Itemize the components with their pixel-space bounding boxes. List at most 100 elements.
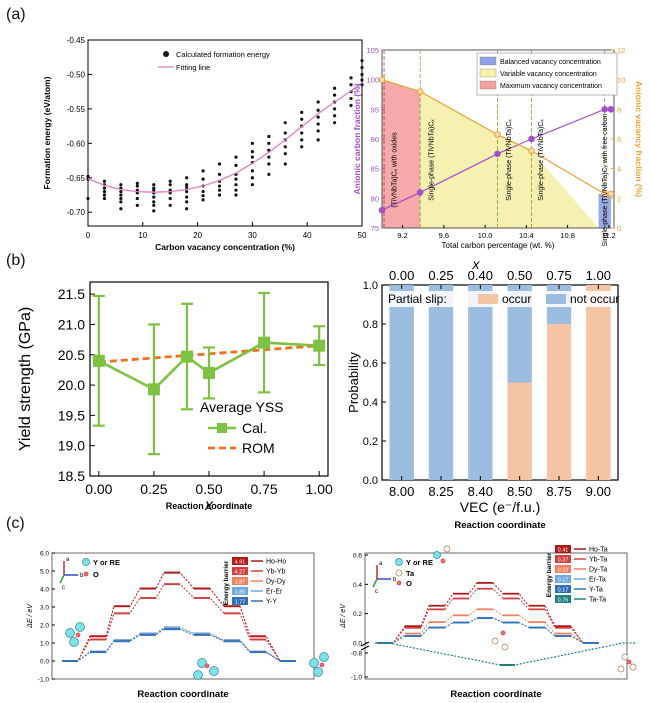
atom bbox=[82, 558, 90, 566]
y-tick-label: -0.50 bbox=[67, 70, 86, 79]
atom bbox=[443, 545, 451, 553]
data-point bbox=[185, 183, 189, 187]
legend-title: Partial slip: bbox=[388, 292, 447, 306]
legend-swatch-not-occur bbox=[546, 294, 566, 304]
atom bbox=[500, 630, 506, 636]
atom bbox=[204, 663, 210, 669]
legend-atom-y-re: Y or RE bbox=[93, 558, 120, 567]
atom bbox=[491, 637, 499, 645]
data-point bbox=[349, 103, 353, 108]
axis-c-line bbox=[372, 578, 378, 588]
chart-yield-strength: 0.00 0.25 0.50 0.75 1.00 18.5 19.0 19.5 20.0 20.5… bbox=[17, 281, 333, 514]
axis-a-tag: a bbox=[66, 557, 70, 563]
bar-occur bbox=[546, 324, 572, 480]
legend-atom-ta: Ta bbox=[406, 569, 415, 578]
bar-not-occur bbox=[389, 285, 414, 480]
barrier-label: Ho-Ho bbox=[266, 559, 286, 566]
data-point bbox=[349, 76, 353, 80]
data-point bbox=[333, 86, 337, 90]
barrier-label: Y-Y bbox=[266, 599, 277, 606]
barrier-label: Dy-Ta bbox=[589, 567, 607, 574]
barrier-value: 0.41 bbox=[558, 547, 569, 553]
barrier-value: 4.91 bbox=[235, 559, 246, 565]
legend-atom-o: O bbox=[406, 579, 412, 588]
y-tick-label: 19.5 bbox=[58, 407, 85, 423]
y-tick-label: 0.0 bbox=[353, 641, 362, 648]
y-axis-label: Formation energy (eV/atom) bbox=[42, 76, 52, 189]
x-axis-label-top: x bbox=[472, 256, 481, 272]
data-point bbox=[250, 150, 254, 154]
atom bbox=[617, 665, 625, 673]
barrier-badge bbox=[232, 557, 248, 565]
data-point bbox=[360, 59, 364, 63]
y-tick-label: 5.0 bbox=[40, 569, 49, 576]
data-point bbox=[102, 179, 107, 183]
atom bbox=[309, 658, 319, 668]
axis-c-line bbox=[59, 574, 65, 584]
barrier-badge bbox=[555, 555, 571, 563]
y-tick-label: -0.55 bbox=[67, 105, 86, 114]
axis-c-tag: c bbox=[375, 589, 378, 595]
chart-energy-barrier-ta: -1.0 -0.8 0.0 0.2 0.4 0.6 ΔE / eV Reaction coor… bbox=[340, 545, 637, 700]
y-tick-label: 0.2 bbox=[353, 611, 362, 618]
bar-occur bbox=[586, 285, 611, 480]
x-axis-label: Total carbon percentage (wt. %) bbox=[442, 241, 555, 250]
barrier-value: 0.17 bbox=[558, 587, 569, 593]
barrier-value: 1.77 bbox=[235, 599, 246, 605]
legend-label: Maximum vacancy concentration bbox=[500, 83, 602, 90]
data-point bbox=[168, 196, 172, 201]
data-point bbox=[316, 108, 320, 112]
data-point bbox=[333, 107, 337, 111]
cal-marker bbox=[258, 336, 271, 349]
data-point bbox=[135, 184, 139, 188]
y-tick-label-right: 2 bbox=[617, 194, 621, 203]
region-annotation: Single-phase (TiVNbTa)Cₓ bbox=[506, 119, 513, 201]
region-max bbox=[382, 79, 421, 228]
data-point bbox=[300, 138, 304, 142]
series-point bbox=[494, 131, 501, 138]
legend-swatch bbox=[479, 80, 497, 90]
x-tick-label: 8.40 bbox=[468, 484, 493, 499]
axis-c-tag: c bbox=[62, 585, 65, 591]
data-point bbox=[300, 145, 304, 149]
axis-b-tag: b bbox=[80, 573, 84, 579]
y-tick-label: 3.0 bbox=[40, 605, 49, 612]
series-point bbox=[378, 206, 386, 214]
x-tick-label: 11.2 bbox=[602, 231, 616, 240]
y-tick-label: 0.8 bbox=[363, 319, 378, 331]
legend-swatch bbox=[479, 56, 497, 66]
barrier-badge bbox=[555, 585, 571, 593]
y-tick-label: 0.6 bbox=[353, 553, 362, 560]
data-point bbox=[119, 183, 123, 187]
barrier-label: Dy-Dy bbox=[266, 579, 286, 586]
y-tick-label-right: 0 bbox=[617, 224, 621, 233]
data-point bbox=[152, 183, 156, 187]
data-point bbox=[267, 155, 271, 159]
x-tick-label: 9.6 bbox=[439, 231, 449, 240]
data-point bbox=[152, 188, 156, 192]
atom bbox=[501, 643, 509, 651]
y-tick-label-left: 80 bbox=[371, 194, 379, 203]
barrier-label: Ta-Ta bbox=[589, 597, 606, 604]
y-tick-label: 1.0 bbox=[40, 641, 49, 648]
series-point bbox=[607, 106, 615, 113]
series-point bbox=[416, 189, 424, 196]
legend-atom-o: O bbox=[93, 570, 99, 579]
atom bbox=[319, 652, 329, 662]
region-annotation: Single-phase (TiVNbTa)Cₓ with free carbo… bbox=[602, 113, 609, 246]
barrier-label: Yb-Yb bbox=[266, 569, 286, 576]
y-tick-label: -0.70 bbox=[67, 208, 86, 217]
y-tick-label-left: 90 bbox=[371, 135, 379, 144]
barrier-badge bbox=[555, 565, 571, 573]
atom bbox=[83, 571, 89, 577]
data-point bbox=[316, 100, 320, 104]
barrier-badge bbox=[555, 595, 571, 603]
data-point bbox=[250, 169, 254, 173]
data-point bbox=[349, 83, 353, 87]
atom bbox=[69, 637, 79, 647]
chart-carbon-vacancy-fraction: 9.2 9.6 10.0 10.4 10.8 11.2758085909510010502… bbox=[352, 46, 644, 250]
y-tick-label: -0.65 bbox=[67, 174, 86, 183]
y-tick-label-right: 8 bbox=[617, 105, 621, 114]
x-tick-label: 0.50 bbox=[195, 481, 222, 497]
data-point bbox=[360, 72, 364, 77]
